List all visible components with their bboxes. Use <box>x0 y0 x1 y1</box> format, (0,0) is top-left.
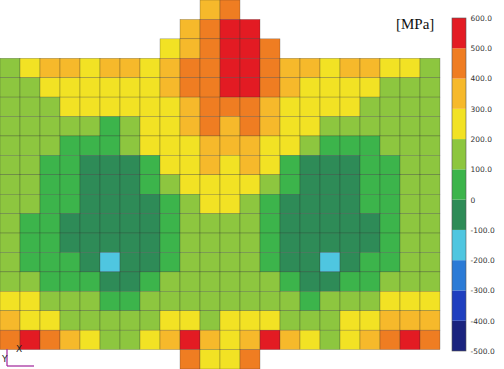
svg-text:100.0: 100.0 <box>471 165 493 174</box>
svg-text:Y: Y <box>1 354 8 364</box>
svg-text:300.0: 300.0 <box>471 105 493 114</box>
svg-text:200.0: 200.0 <box>471 135 493 144</box>
svg-text:-100.0: -100.0 <box>471 226 495 235</box>
svg-text:-200.0: -200.0 <box>471 256 495 265</box>
svg-text:0: 0 <box>471 196 476 205</box>
svg-text:X: X <box>16 344 22 354</box>
svg-text:-300.0: -300.0 <box>471 286 495 295</box>
html-text:[MPa]: [MPa] <box>396 16 435 32</box>
svg-text:-500.0: -500.0 <box>471 347 495 356</box>
svg-text:400.0: 400.0 <box>471 74 493 83</box>
svg-text:600.0: 600.0 <box>471 14 493 23</box>
svg-text:-400.0: -400.0 <box>471 317 495 326</box>
svg-text:500.0: 500.0 <box>471 44 493 53</box>
